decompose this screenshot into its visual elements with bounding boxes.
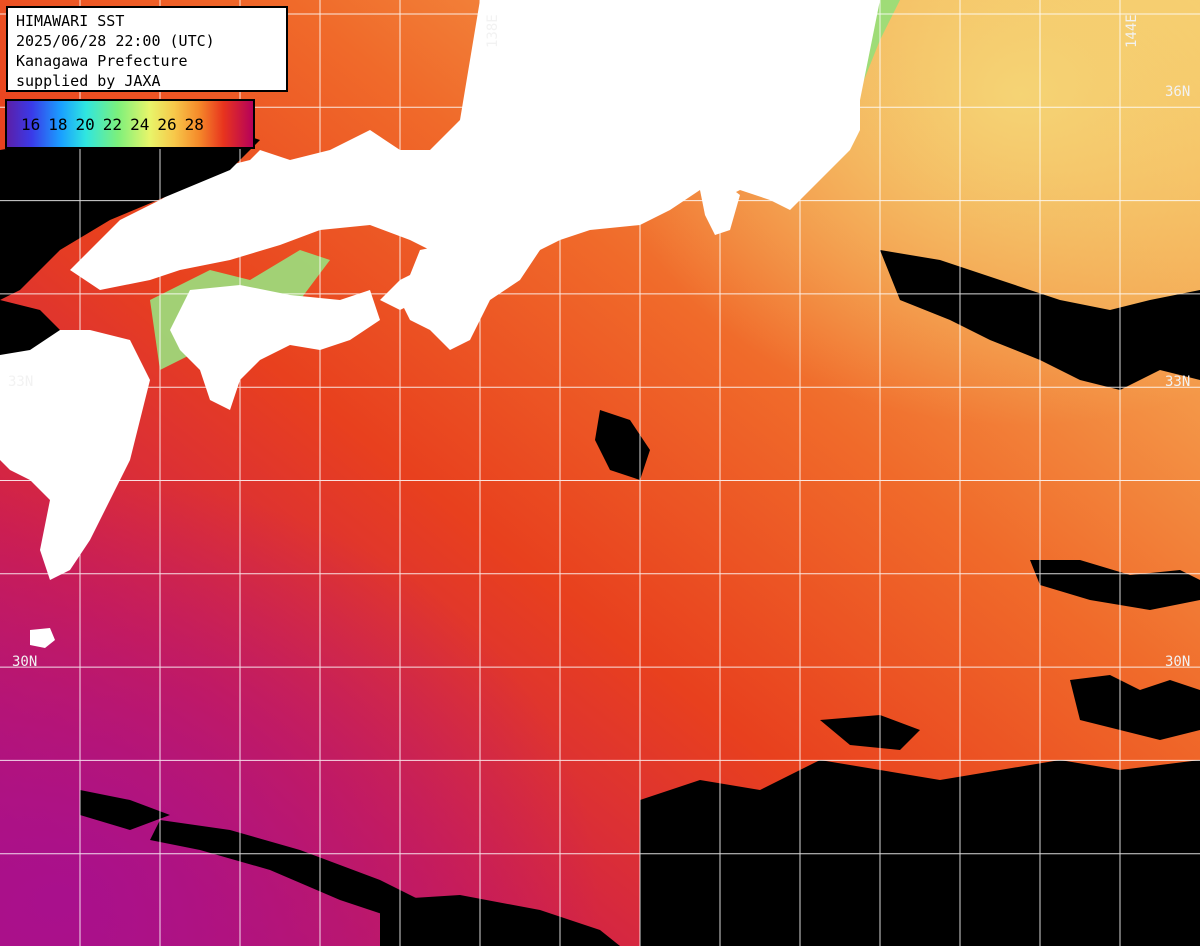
shikoku-landmass bbox=[170, 285, 380, 410]
cloud-southeast bbox=[640, 760, 1200, 946]
product-title: HIMAWARI SST bbox=[16, 12, 125, 30]
provider-prefecture: Kanagawa Prefecture bbox=[16, 52, 188, 70]
lon-label-138e: 138E bbox=[485, 14, 501, 48]
coastal-cool-water bbox=[790, 0, 900, 200]
cloud-east-mid bbox=[1030, 560, 1200, 610]
lat-label-33n-right: 33N bbox=[1165, 374, 1190, 390]
scale-tick: 18 bbox=[48, 114, 68, 134]
kyushu-landmass bbox=[0, 330, 150, 580]
scale-tick: 24 bbox=[130, 114, 150, 134]
cloud-south-band bbox=[820, 715, 920, 750]
lat-label-30n-right: 30N bbox=[1165, 654, 1190, 670]
land bbox=[0, 0, 880, 648]
honshu-landmass bbox=[70, 0, 880, 310]
scale-tick: 26 bbox=[157, 114, 177, 134]
scale-tick: 16 bbox=[21, 114, 41, 134]
cloud-south-center bbox=[595, 410, 650, 480]
supplier-credit: supplied by JAXA bbox=[16, 72, 161, 90]
cloud-southwest-streak bbox=[150, 820, 420, 920]
scale-tick: 28 bbox=[184, 114, 204, 134]
lat-label-36n-right: 36N bbox=[1165, 84, 1190, 100]
temperature-scale: 16 18 20 22 24 26 28 bbox=[5, 99, 255, 149]
cloud-kyushu-west bbox=[0, 300, 60, 355]
scale-tick: 20 bbox=[75, 114, 95, 134]
lon-label-144e: 144E bbox=[1124, 14, 1140, 48]
scale-tick: 22 bbox=[102, 114, 123, 134]
timestamp: 2025/06/28 22:00 (UTC) bbox=[16, 32, 215, 50]
lat-label-30n-left: 30N bbox=[12, 654, 37, 670]
info-box: HIMAWARI SST 2025/06/28 22:00 (UTC) Kana… bbox=[6, 6, 288, 92]
lat-label-33n-left: 33N bbox=[8, 374, 33, 390]
tanegashima-island bbox=[30, 628, 55, 648]
cloud-northwest bbox=[0, 120, 260, 300]
cloud-south-west-2 bbox=[80, 790, 170, 830]
cloud-east-patch bbox=[1070, 675, 1200, 740]
kii-peninsula bbox=[400, 230, 540, 350]
